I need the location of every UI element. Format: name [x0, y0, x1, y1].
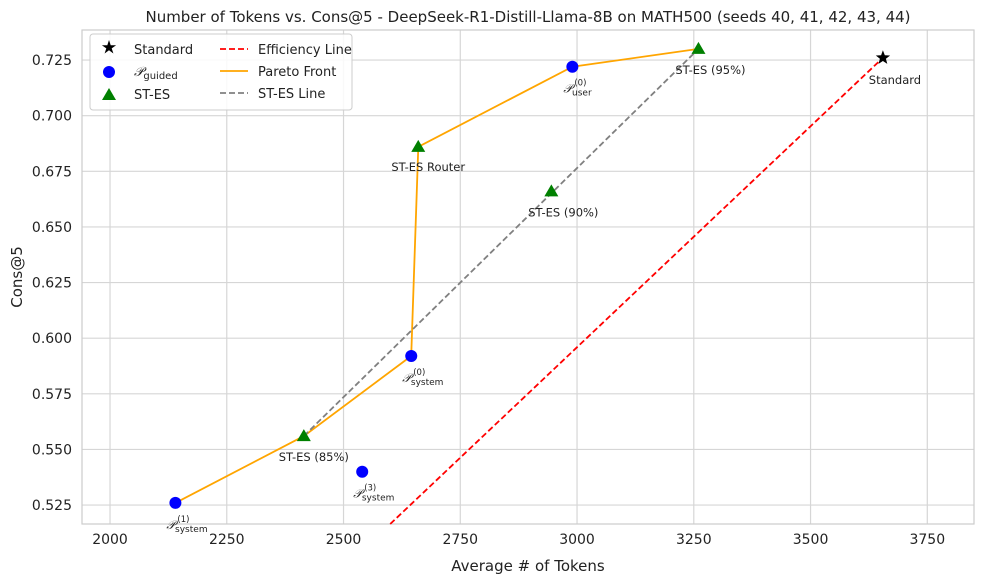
guided-point: [566, 60, 579, 73]
x-tick-label: 3000: [559, 532, 595, 548]
point-annotation: ST-ES (90%): [528, 205, 598, 219]
y-tick-label: 0.700: [32, 109, 72, 125]
x-tick-label: 2250: [209, 532, 245, 548]
y-tick-label: 0.625: [32, 276, 72, 292]
x-tick-label: 2500: [326, 532, 362, 548]
y-tick-label: 0.725: [32, 53, 72, 69]
axis-ticks: 2000 2250 2500 2750 3000 3250 3500 3750 0.525 0.5…: [32, 53, 945, 548]
legend-standard-label: Standard: [134, 43, 193, 58]
x-tick-label: 3500: [793, 532, 829, 548]
legend-st-es-line-label: ST-ES Line: [258, 87, 325, 102]
x-tick-label: 2000: [92, 532, 128, 548]
legend-st-es-marker: [102, 88, 116, 100]
plot-frame: [81, 29, 975, 525]
legend: Standard 𝒫guided ST-ES Efficiency Line P…: [89, 33, 353, 111]
x-tick-label: 2750: [442, 532, 478, 548]
y-tick-label: 0.650: [32, 220, 72, 236]
legend-efficiency-label: Efficiency Line: [258, 43, 352, 58]
x-axis-label: Average # of Tokens: [451, 557, 605, 575]
legend-pareto-label: Pareto Front: [258, 65, 336, 80]
st-es-point: [411, 139, 426, 152]
guided-point: [169, 496, 182, 509]
st-es-point: [544, 184, 559, 197]
legend-guided-marker: [103, 66, 115, 78]
efficiency-line: [389, 57, 884, 525]
y-tick-label: 0.550: [32, 442, 72, 458]
x-tick-label: 3250: [676, 532, 712, 548]
y-tick-label: 0.575: [32, 387, 72, 403]
st-es-point: [691, 41, 706, 54]
guided-point: [356, 465, 369, 478]
x-tick-label: 3750: [909, 532, 945, 548]
series-lines: [174, 48, 884, 525]
point-annotation: Standard: [869, 73, 921, 87]
legend-guided-subscript: guided: [143, 71, 177, 82]
point-annotation: ST-ES Router: [391, 160, 465, 174]
standard-point: [875, 50, 891, 64]
y-tick-label: 0.675: [32, 164, 72, 180]
y-tick-label: 0.525: [32, 498, 72, 514]
legend-box: [89, 33, 353, 111]
chart-title: Number of Tokens vs. Cons@5 - DeepSeek-R…: [145, 8, 910, 26]
y-tick-label: 0.600: [32, 331, 72, 347]
guided-point: [405, 349, 418, 362]
point-annotation: ST-ES (85%): [279, 450, 349, 464]
guided-annotation-sup: (0): [413, 368, 425, 378]
guided-annotation-sup: (3): [364, 484, 376, 494]
point-annotation: ST-ES (95%): [675, 63, 745, 77]
st-es-line: [303, 48, 700, 437]
series-markers: [169, 41, 891, 509]
guided-annotation-sup: (1): [177, 515, 189, 525]
guided-annotation-sup: (0): [574, 79, 586, 89]
st-es-point: [296, 429, 311, 442]
y-axis-label: Cons@5: [8, 246, 26, 308]
legend-standard-marker: [101, 40, 117, 54]
annotations: Standard𝒫system(1)𝒫system(3)𝒫system(0)𝒫u…: [166, 63, 921, 535]
legend-st-es-label: ST-ES: [134, 88, 170, 103]
pareto-front-line: [174, 48, 699, 504]
